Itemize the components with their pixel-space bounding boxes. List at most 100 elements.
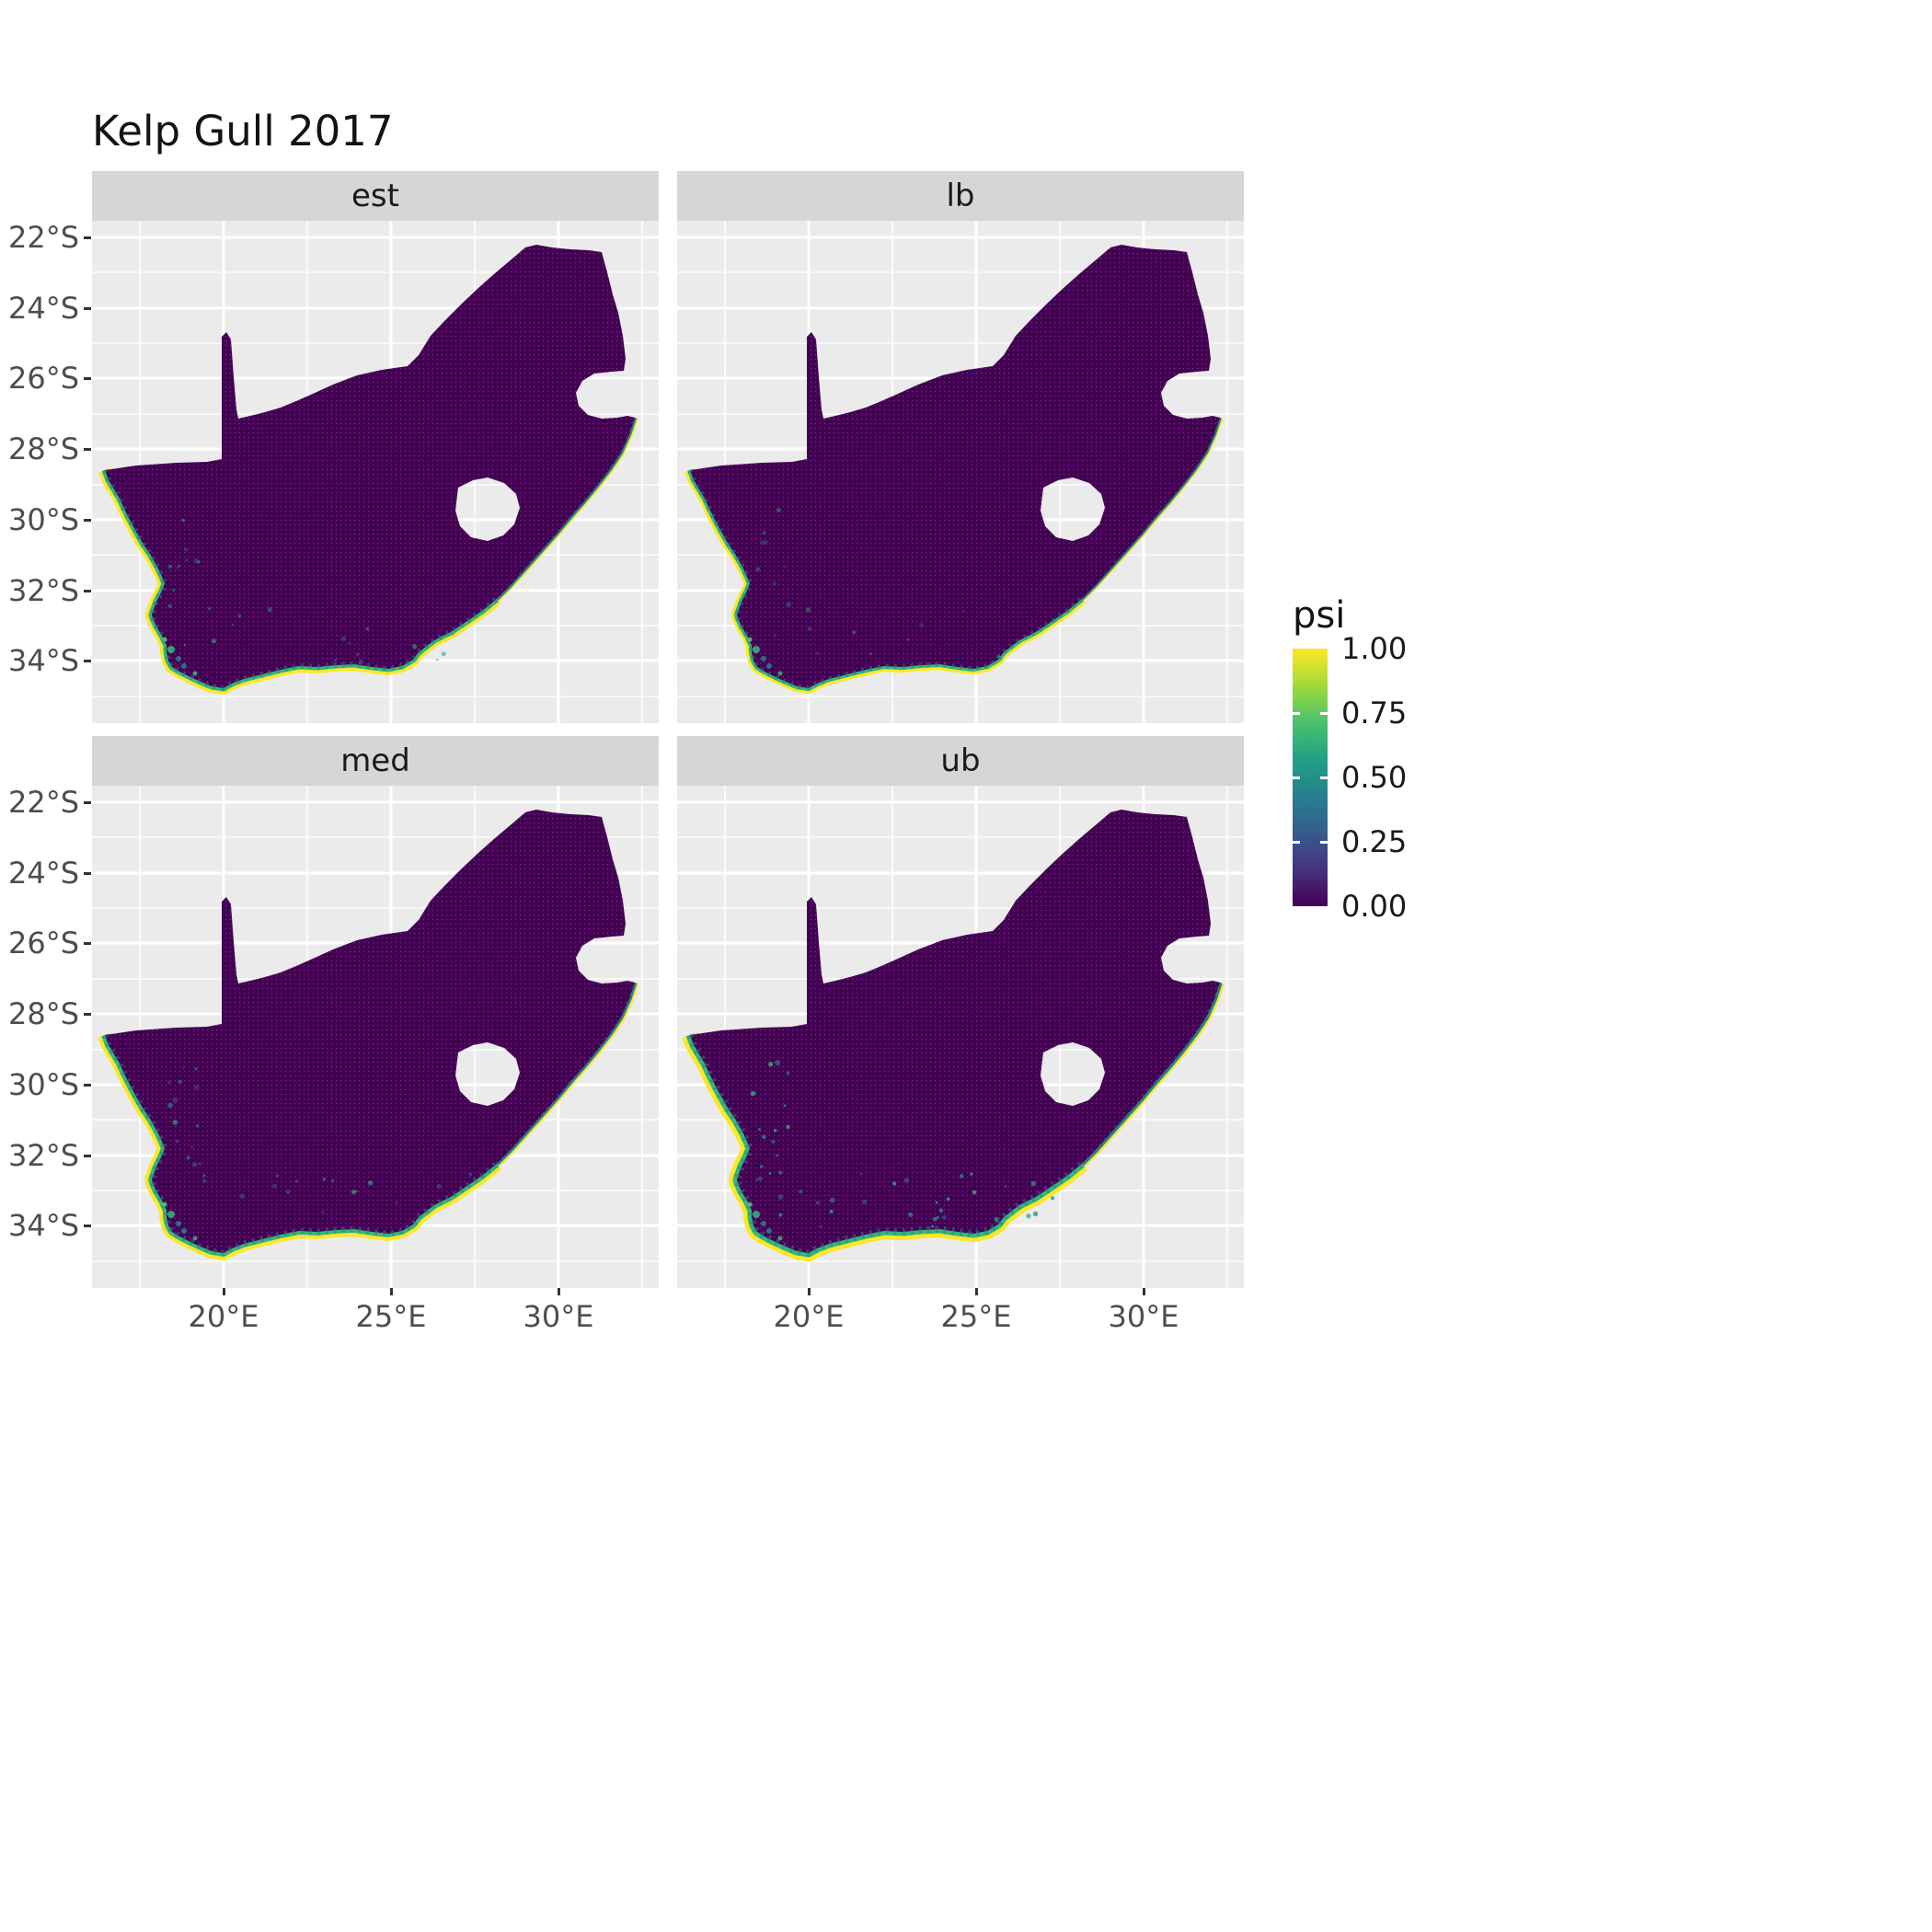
- map-panel-lb: [677, 221, 1244, 723]
- psi-speckle: [185, 558, 189, 562]
- y-axis-label: 28°S: [7, 996, 79, 1031]
- psi-speckle: [468, 1172, 473, 1177]
- cape-high-psi-cluster: [162, 1202, 198, 1241]
- psi-speckle: [906, 638, 910, 641]
- psi-speckle: [178, 564, 181, 568]
- psi-speckle: [777, 1194, 784, 1200]
- psi-speckle: [396, 1202, 398, 1204]
- psi-speckle: [334, 658, 338, 662]
- psi-speckle: [1030, 1180, 1037, 1187]
- y-axis-label: 28°S: [7, 431, 79, 466]
- y-axis-label: 34°S: [7, 1208, 79, 1243]
- y-axis-tick: [84, 1224, 91, 1227]
- colorbar-tick: [1320, 841, 1328, 844]
- psi-speckle: [356, 652, 360, 657]
- coastal-gradient-dither: [102, 468, 499, 692]
- psi-speckle: [776, 1154, 779, 1157]
- psi-speckle: [807, 627, 812, 631]
- psi-speckle: [786, 1124, 790, 1129]
- south-africa-map: [677, 221, 1244, 723]
- psi-speckle: [972, 1190, 977, 1195]
- psi-speckle: [799, 1190, 803, 1194]
- colorbar-tick: [1320, 712, 1328, 715]
- psi-speckle: [172, 1097, 178, 1103]
- legend-label: 0.75: [1341, 696, 1408, 730]
- psi-speckle: [757, 1176, 763, 1181]
- colorbar-tick: [1293, 841, 1300, 844]
- x-axis-tick: [222, 1288, 225, 1295]
- y-axis-tick: [84, 589, 91, 592]
- psi-speckle: [938, 1208, 944, 1213]
- psi-speckle: [903, 1178, 910, 1183]
- psi-speckle: [1026, 1213, 1031, 1219]
- psi-speckle: [178, 1079, 182, 1084]
- psi-speckle: [201, 1179, 207, 1184]
- psi-speckle: [960, 1174, 964, 1179]
- x-axis-label: 30°E: [1108, 1299, 1179, 1334]
- psi-speckle: [167, 1102, 173, 1109]
- y-axis-label: 22°S: [7, 785, 79, 820]
- psi-speckle: [786, 1071, 790, 1075]
- y-axis-label: 26°S: [7, 926, 79, 960]
- raster-grid-texture: [105, 810, 635, 1253]
- psi-speckle: [962, 609, 965, 613]
- colorbar-tick: [1320, 776, 1328, 779]
- psi-speckle: [276, 1174, 279, 1178]
- y-axis-label: 26°S: [7, 361, 79, 396]
- y-axis-tick: [84, 518, 91, 522]
- psi-speckle: [295, 1179, 299, 1183]
- psi-speckle: [755, 1179, 758, 1181]
- inland-speckles: [755, 507, 1001, 659]
- psi-speckle: [322, 1178, 326, 1181]
- psi-speckle: [1051, 1196, 1055, 1201]
- psi-speckle: [202, 1174, 206, 1178]
- psi-speckle: [829, 1197, 835, 1203]
- psi-speckle: [365, 627, 369, 631]
- x-axis-label: 25°E: [940, 1299, 1012, 1334]
- facet-strip-med: med: [92, 736, 659, 786]
- facet-strip-ub: ub: [677, 736, 1244, 786]
- psi-speckle: [199, 1162, 201, 1166]
- y-axis-tick: [84, 800, 91, 804]
- x-axis-label: 20°E: [773, 1299, 845, 1334]
- cape-high-psi-cluster: [162, 637, 198, 676]
- psi-speckle: [775, 1060, 781, 1066]
- raster-grid-texture: [690, 810, 1220, 1253]
- y-axis-tick: [84, 447, 91, 451]
- y-axis-tick: [84, 306, 91, 310]
- psi-speckle: [778, 1213, 783, 1217]
- south-africa-map: [677, 786, 1244, 1288]
- psi-speckle: [197, 560, 201, 564]
- x-axis-label: 25°E: [355, 1299, 427, 1334]
- psi-speckle: [758, 1128, 761, 1131]
- psi-speckle: [868, 652, 872, 656]
- psi-speckle: [1032, 1211, 1039, 1217]
- y-axis-label: 32°S: [7, 573, 79, 608]
- psi-speckle: [815, 650, 820, 655]
- y-axis-label: 34°S: [7, 643, 79, 678]
- psi-speckle: [186, 1156, 190, 1160]
- x-axis-label: 20°E: [188, 1299, 259, 1334]
- psi-speckle: [267, 606, 272, 613]
- psi-speckle: [285, 1190, 291, 1194]
- colorbar-tick: [1293, 712, 1300, 715]
- psi-speckle: [935, 1201, 938, 1204]
- psi-speckle: [172, 1120, 178, 1125]
- legend-colorbar: [1293, 649, 1328, 906]
- psi-speckle: [351, 1190, 357, 1195]
- psi-speckle: [815, 1201, 821, 1205]
- map-panel-est: [92, 221, 659, 723]
- psi-speckle: [441, 651, 446, 657]
- psi-speckle: [783, 565, 787, 569]
- y-axis-label: 22°S: [7, 220, 79, 255]
- legend-label: 0.25: [1341, 824, 1408, 859]
- psi-speckle: [760, 1165, 764, 1168]
- facet-strip-label: est: [351, 178, 399, 214]
- raster-grid-texture: [105, 245, 635, 688]
- psi-speckle: [272, 1183, 278, 1189]
- psi-speckle: [435, 658, 439, 661]
- psi-speckle: [321, 1211, 325, 1213]
- psi-speckle: [805, 607, 811, 613]
- plot-title: Kelp Gull 2017: [92, 107, 394, 155]
- psi-speckle: [774, 1129, 777, 1133]
